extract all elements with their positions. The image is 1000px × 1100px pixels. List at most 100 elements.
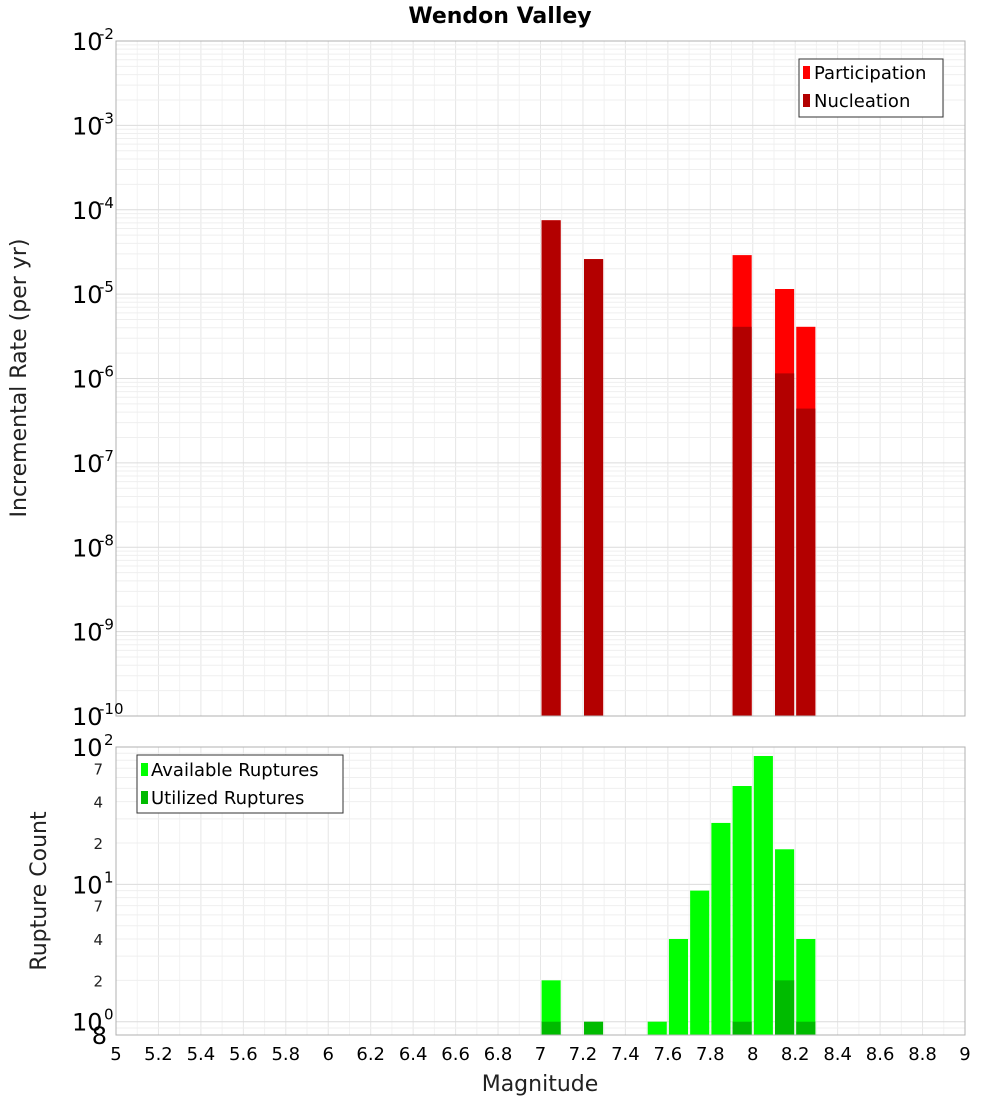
- x-tick-label: 6.4: [399, 1044, 428, 1065]
- bottom-bar-utilized-ruptures: [732, 1021, 752, 1035]
- bottom-y-minor-tick-label: 7: [93, 898, 103, 916]
- top-y-tick-exponent: -10: [99, 700, 124, 718]
- x-tick-label: 8: [747, 1044, 758, 1065]
- x-tick-label: 8.2: [781, 1044, 810, 1065]
- top-y-tick-label: 10-9: [72, 616, 114, 647]
- bottom-legend-swatch: [141, 791, 148, 804]
- top-bar-nucleation: [584, 259, 604, 716]
- bottom-bar-utilized-ruptures: [796, 1021, 816, 1035]
- x-tick-label: 6.6: [441, 1044, 470, 1065]
- top-y-tick-label: 10-6: [72, 363, 114, 394]
- top-y-tick-exponent: -9: [99, 616, 114, 634]
- x-tick-label: 9: [959, 1044, 970, 1065]
- top-bar-nucleation: [732, 326, 752, 716]
- x-tick-label: 5: [110, 1044, 121, 1065]
- top-y-tick-exponent: -2: [99, 25, 114, 43]
- bottom-y-minor-tick-label: 2: [93, 835, 103, 853]
- top-y-tick-label: 10-5: [72, 278, 114, 309]
- bottom-y-minor-tick-label: 4: [93, 794, 103, 812]
- bottom-legend-swatch: [141, 763, 148, 776]
- top-y-tick-base: 10: [72, 112, 103, 140]
- bottom-bar-utilized-ruptures: [775, 980, 795, 1035]
- x-tick-label: 6.2: [356, 1044, 385, 1065]
- bottom-bar-utilized-ruptures: [541, 1021, 561, 1035]
- top-legend-label: Nucleation: [814, 91, 910, 112]
- x-tick-label: 7.4: [611, 1044, 640, 1065]
- bottom-legend-label: Utilized Ruptures: [151, 788, 304, 809]
- bottom-y-minor-tick-label: 4: [93, 931, 103, 949]
- x-tick-label: 7.2: [569, 1044, 598, 1065]
- x-tick-label: 5.4: [187, 1044, 216, 1065]
- top-y-tick-exponent: -3: [99, 109, 114, 127]
- bottom-legend: Available Ruptures Utilized Ruptures: [136, 754, 344, 814]
- top-y-tick-base: 10: [72, 450, 103, 478]
- bottom-y-tick-label: 10 1: [72, 868, 114, 899]
- top-y-tick-exponent: -7: [99, 447, 114, 465]
- top-legend-swatch: [803, 66, 810, 79]
- bottom-bar-available-ruptures: [711, 822, 731, 1035]
- top-legend-box: [798, 58, 944, 118]
- top-y-tick-base: 10: [72, 281, 103, 309]
- top-legend: Participation Nucleation: [798, 58, 944, 118]
- bottom-y-minor-tick-label: 7: [93, 760, 103, 778]
- top-y-tick-label: 10-10: [72, 700, 124, 731]
- top-y-tick-label: 10-8: [72, 531, 114, 562]
- top-y-tick-label: 10-2: [72, 25, 114, 56]
- bottom-y-tick-exponent: 2: [104, 731, 114, 749]
- top-y-tick-exponent: -8: [99, 531, 114, 549]
- bottom-bar-available-ruptures: [541, 980, 561, 1035]
- x-tick-label: 8.4: [823, 1044, 852, 1065]
- top-y-tick-label: 10-4: [72, 194, 114, 225]
- top-y-tick-base: 10: [72, 619, 103, 647]
- top-y-tick-label: 10-7: [72, 447, 114, 478]
- top-y-tick-exponent: -5: [99, 278, 114, 296]
- bottom-bar-utilized-ruptures: [584, 1021, 604, 1035]
- x-tick-label: 7: [535, 1044, 546, 1065]
- bottom-y-axis-label: Rupture Count: [27, 811, 52, 971]
- top-bar-nucleation: [775, 373, 795, 716]
- bottom-bar-available-ruptures: [690, 890, 710, 1035]
- bottom-bar-available-ruptures: [732, 786, 752, 1035]
- x-axis-label: Magnitude: [482, 1072, 599, 1097]
- x-tick-label: 6.8: [484, 1044, 513, 1065]
- top-y-tick-base: 10: [72, 366, 103, 394]
- bottom-plot-border: [115, 746, 966, 1036]
- bottom-y-minor-tick-label: 8: [92, 1022, 107, 1050]
- top-y-tick-base: 10: [72, 703, 103, 731]
- bottom-legend-box: [136, 754, 344, 814]
- x-tick-label: 5.6: [229, 1044, 258, 1065]
- x-tick-label: 5.2: [144, 1044, 173, 1065]
- bottom-y-tick-label: 10 2: [72, 731, 114, 762]
- top-y-tick-base: 10: [72, 28, 103, 56]
- bottom-bar-available-ruptures: [647, 1021, 667, 1035]
- bottom-y-tick-exponent: 0: [104, 1006, 114, 1024]
- top-y-tick-exponent: -6: [99, 363, 114, 381]
- x-tick-label: 8.8: [908, 1044, 937, 1065]
- bottom-legend-label: Available Ruptures: [151, 760, 319, 781]
- top-y-tick-label: 10-3: [72, 109, 114, 140]
- bottom-y-tick-base: 10: [72, 871, 103, 899]
- top-bar-nucleation: [796, 408, 816, 716]
- x-tick-label: 6: [323, 1044, 334, 1065]
- bottom-y-tick-base: 10: [72, 1009, 103, 1037]
- top-y-axis-label: Incremental Rate (per yr): [7, 239, 32, 518]
- top-plot: 10-210-310-410-510-610-710-810-910-10Par…: [72, 25, 966, 731]
- bottom-bar-available-ruptures: [668, 939, 689, 1035]
- x-tick-label: 7.8: [696, 1044, 725, 1065]
- bottom-y-minor-tick-label: 2: [93, 972, 103, 990]
- bottom-bar-available-ruptures: [753, 755, 773, 1035]
- bottom-bar-available-ruptures: [796, 939, 816, 1035]
- bottom-y-tick-exponent: 1: [104, 868, 114, 886]
- bottom-y-tick-base: 10: [72, 734, 103, 762]
- bottom-y-tick-label: 10 0: [72, 1006, 114, 1037]
- top-plot-border: [115, 40, 966, 717]
- x-tick-label: 8.6: [866, 1044, 895, 1065]
- top-y-tick-base: 10: [72, 197, 103, 225]
- top-y-tick-base: 10: [72, 534, 103, 562]
- top-bar-nucleation: [541, 220, 561, 717]
- top-legend-label: Participation: [814, 63, 926, 84]
- top-legend-swatch: [803, 94, 810, 107]
